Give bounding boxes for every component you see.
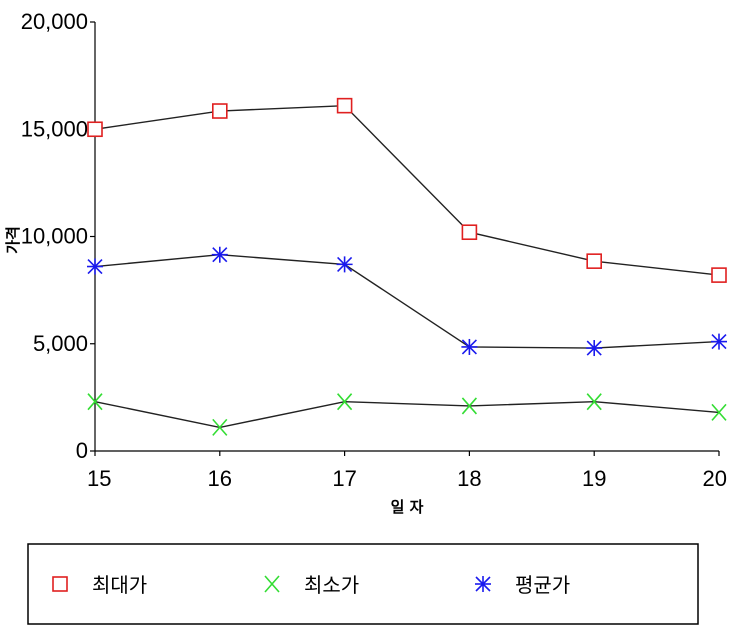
- data-point-square: [461, 224, 478, 241]
- legend-box: [27, 543, 699, 625]
- data-point-x: [586, 393, 602, 411]
- data-point-asterisk: [461, 338, 478, 355]
- y-tick-label: 15,000: [21, 116, 88, 141]
- data-point-x: [461, 397, 478, 415]
- data-point-square: [711, 267, 727, 283]
- data-point-x: [212, 418, 228, 436]
- data-point-x: [336, 393, 353, 411]
- x-tick-label: 17: [332, 466, 356, 491]
- series-markers: [87, 97, 727, 436]
- data-point-square: [87, 121, 103, 138]
- x-tick-label: 20: [703, 466, 727, 491]
- x-axis-label: 일 자: [391, 498, 424, 516]
- data-point-x: [87, 393, 103, 411]
- legend-label: 평균가: [515, 573, 570, 597]
- data-point-asterisk: [586, 340, 603, 357]
- x-tick-label: 15: [87, 466, 111, 491]
- series-line-2: [94, 400, 720, 429]
- legend-marker-asterisk: [475, 576, 491, 592]
- series-line-3: [94, 254, 720, 349]
- legend-marker-square: [52, 576, 68, 592]
- legend-label: 최대가: [92, 573, 147, 597]
- y-tick-label: 10,000: [21, 224, 88, 249]
- data-point-square: [336, 97, 353, 114]
- legend-label: 최소가: [304, 573, 359, 597]
- data-point-asterisk: [211, 246, 228, 263]
- data-point-square: [212, 103, 228, 119]
- data-point-square: [586, 253, 603, 269]
- y-tick-label: 0: [76, 438, 88, 463]
- y-axis-label: 가격: [4, 226, 22, 254]
- data-point-asterisk: [711, 333, 727, 350]
- series-line-1: [94, 104, 720, 276]
- data-point-x: [711, 403, 727, 421]
- x-tick-label: 19: [582, 466, 606, 491]
- x-tick-label: 18: [457, 466, 481, 491]
- data-point-asterisk: [87, 258, 103, 275]
- data-point-asterisk: [336, 256, 353, 273]
- y-tick-label: 20,000: [21, 9, 88, 34]
- x-tick-label: 16: [208, 466, 232, 491]
- legend-marker-x: [264, 575, 280, 593]
- legend: 최대가 최소가 평균가: [52, 573, 570, 597]
- series-lines: [94, 104, 720, 429]
- chart-axes: 0 5,000 10,000 15,000 20,000 15 16 17 18 19 20: [21, 9, 727, 491]
- y-tick-label: 5,000: [33, 331, 88, 356]
